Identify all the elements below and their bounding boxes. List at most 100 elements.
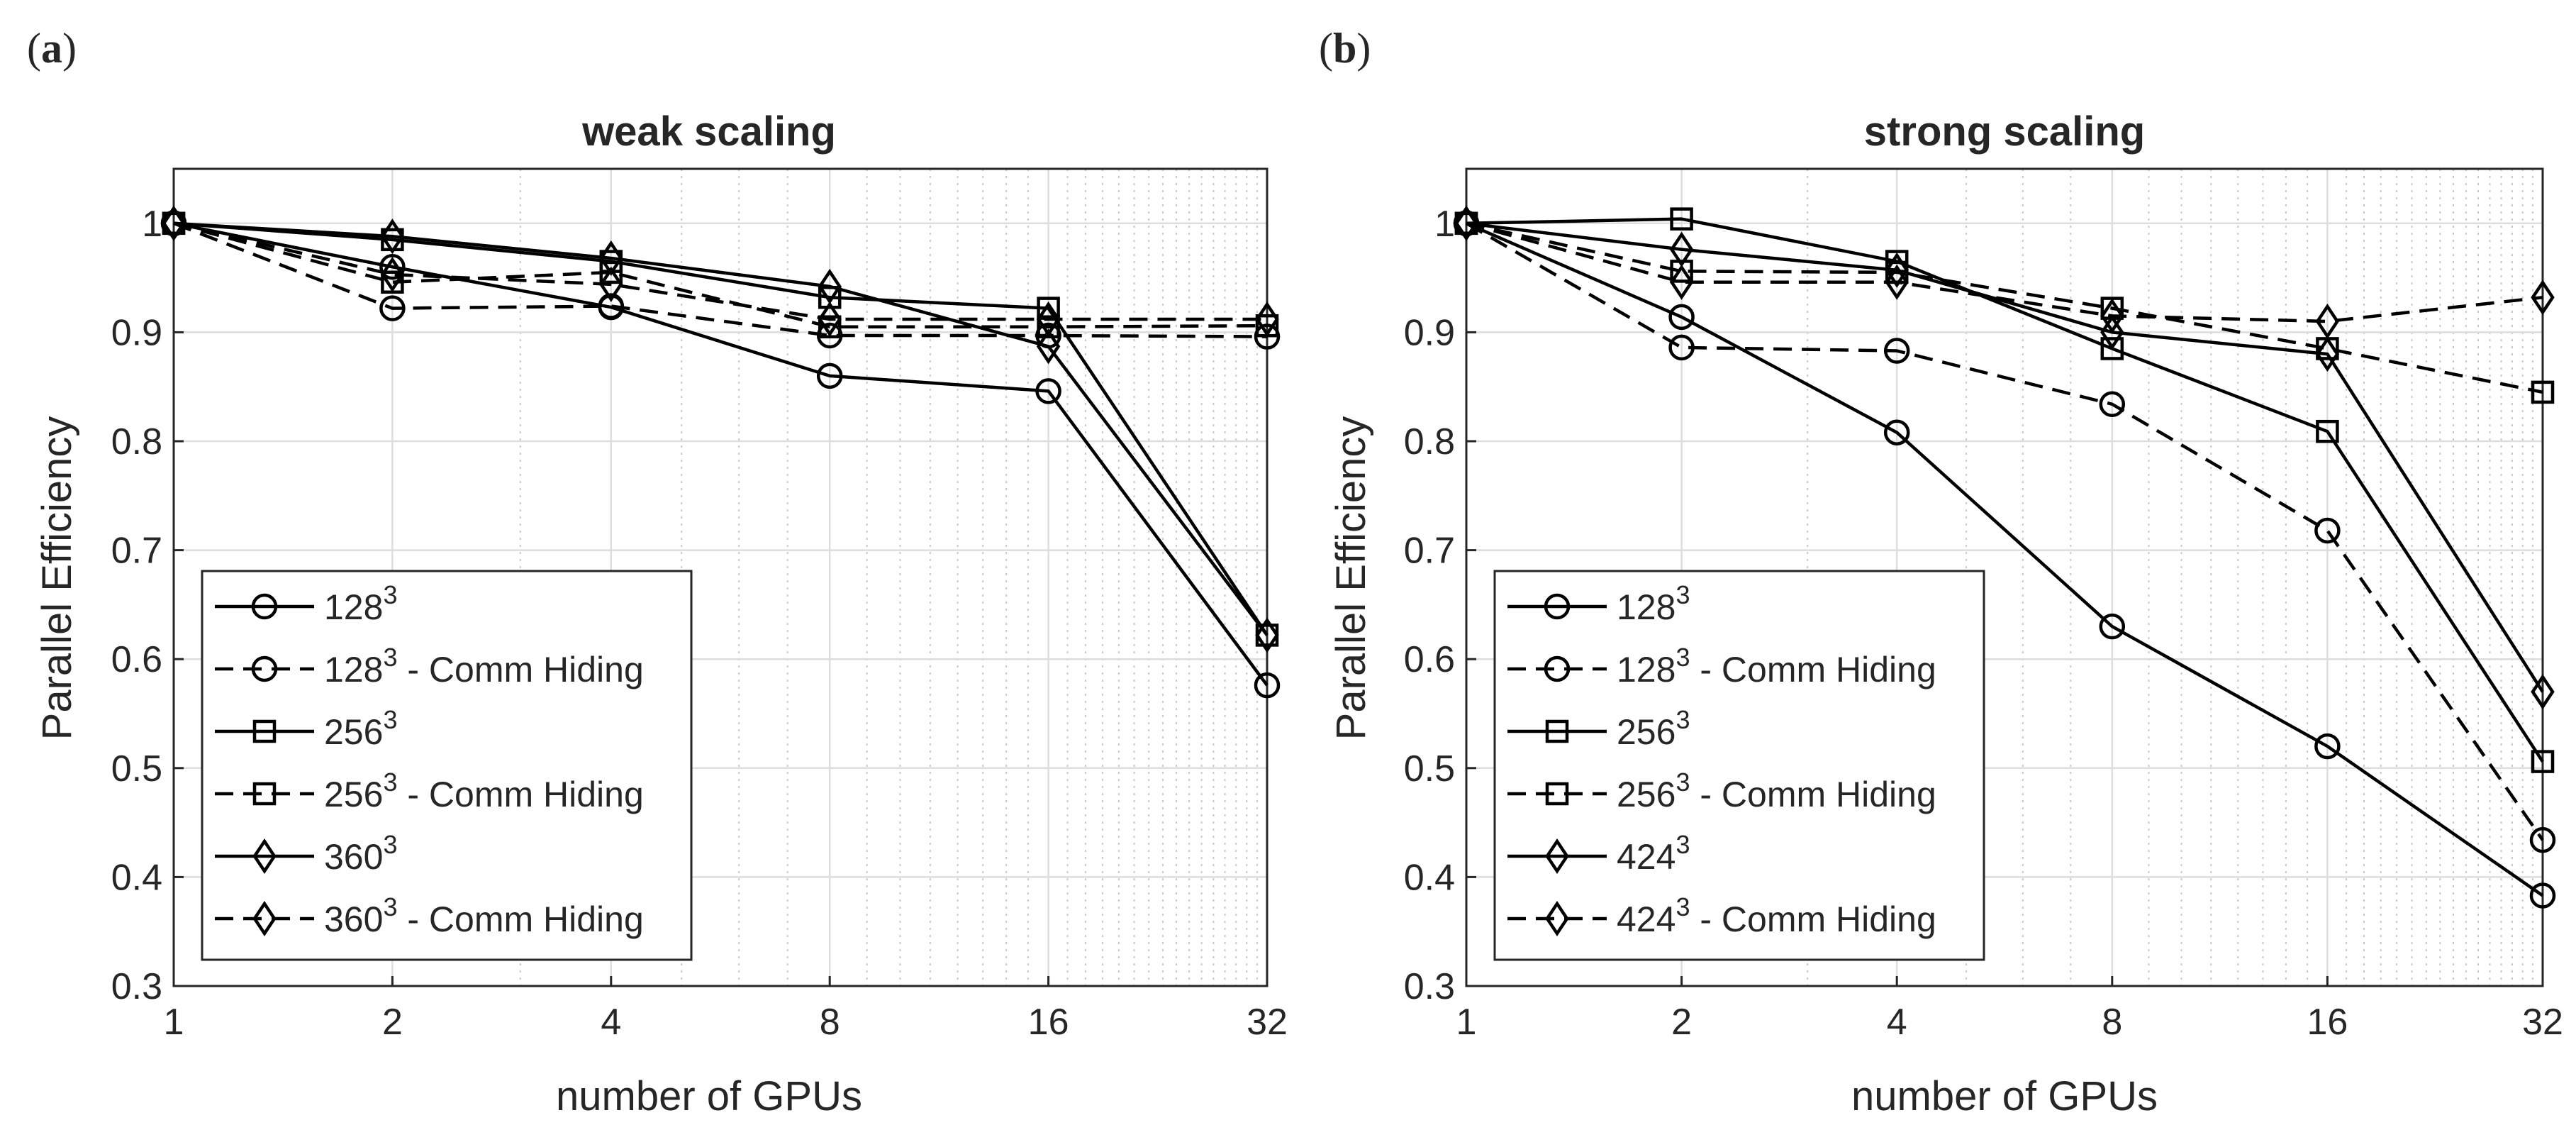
data-point: [1036, 301, 1061, 338]
legend-entry: 2563: [215, 705, 397, 752]
data-point: [1454, 205, 1478, 241]
legend: 1283 1283 - Comm Hiding 2563 2563 - Comm Hi…: [201, 570, 693, 961]
data-point: [2099, 391, 2126, 418]
x-tick-label: 4: [601, 1002, 621, 1043]
strong-scaling-chart: strong scaling number of GPUs Parallel E…: [1328, 109, 2563, 1119]
y-tick-label: 0.7: [1404, 531, 1455, 572]
legend-label: 1283: [324, 580, 397, 627]
series-line: [1465, 221, 2544, 841]
data-point: [2531, 380, 2555, 404]
legend-entry: 1283 - Comm Hiding: [1507, 643, 1936, 689]
legend-entry: 1283 - Comm Hiding: [215, 643, 644, 689]
legend-label: 1283 - Comm Hiding: [324, 643, 644, 689]
y-tick-label: 0.9: [111, 312, 162, 353]
legend-marker: [252, 782, 277, 806]
legend-entry: 2563 - Comm Hiding: [1507, 768, 1936, 814]
data-point: [1669, 264, 1694, 300]
series-line: [1466, 217, 2544, 763]
series-360-comm-hiding: [162, 205, 1279, 338]
legend-box: [201, 570, 693, 961]
data-point: [2531, 750, 2555, 773]
y-tick-label: 0.6: [1404, 639, 1455, 680]
series-line: [173, 221, 1268, 328]
legend: 1283 1283 - Comm Hiding 2563 2563 - Comm Hi…: [1493, 570, 1985, 961]
panel-label-a: (a): [27, 25, 77, 72]
series-424-comm-hiding: [1454, 205, 2555, 340]
data-point: [598, 293, 625, 319]
data-point: [1885, 264, 1909, 300]
legend-entry: 2563 - Comm Hiding: [215, 768, 644, 814]
data-point: [1670, 207, 1693, 231]
legend-label: 3603: [324, 830, 397, 877]
y-tick-label: 0.7: [111, 531, 162, 572]
legend-entry: 1283: [215, 580, 397, 627]
y-tick-label: 0.5: [1404, 748, 1455, 790]
data-point: [162, 205, 186, 241]
data-point: [1668, 304, 1695, 331]
legend-label: 2563: [324, 705, 397, 752]
legend-entry: 3603: [215, 830, 397, 877]
legend-marker: [251, 655, 278, 682]
data-point: [2099, 613, 2126, 640]
data-point: [2529, 882, 2556, 909]
legend-entry: 4243 - Comm Hiding: [1507, 892, 1936, 939]
y-tick-label: 0.5: [111, 748, 162, 790]
legend-marker: [1545, 719, 1569, 743]
series-line: [173, 221, 1269, 636]
data-point: [2314, 733, 2341, 760]
x-axis-label: number of GPUs: [1851, 1073, 2158, 1119]
legend-entry: 1283: [1507, 580, 1690, 627]
data-point: [1255, 617, 1279, 653]
data-point: [2531, 279, 2555, 316]
y-tick-label: 0.3: [111, 966, 162, 1007]
legend-marker: [252, 719, 277, 743]
data-point: [2531, 674, 2555, 710]
weak-scaling-chart: weak scaling number of GPUs Parallel Eff…: [34, 109, 1288, 1119]
data-point: [816, 362, 843, 389]
series-line: [1466, 221, 2544, 897]
axes-frame: [172, 167, 1269, 987]
series-line: [173, 221, 1269, 636]
panel-label-b: (b): [1319, 25, 1371, 72]
data-point: [599, 266, 623, 302]
legend-marker: [1544, 655, 1571, 682]
data-point: [2315, 336, 2340, 372]
data-point: [2316, 419, 2339, 443]
x-tick-label: 2: [1671, 1002, 1692, 1043]
legend-label: 1283 - Comm Hiding: [1617, 643, 1936, 689]
series-line: [1466, 221, 2543, 323]
data-point: [2314, 517, 2341, 544]
x-tick-label: 8: [820, 1002, 840, 1043]
plot-area: 1 2 4 8 16 32 0.3 0.4 0.5 0.6 0.7 0.8 0.9 1 1283 1283 -…: [1404, 167, 2563, 1043]
x-tick-label: 8: [2102, 1002, 2122, 1043]
x-tick-label: 16: [1028, 1002, 1069, 1043]
chart-title: weak scaling: [581, 109, 836, 155]
legend-label: 4243: [1617, 830, 1690, 877]
data-point: [1035, 378, 1061, 404]
data-point: [599, 260, 623, 284]
series-line: [173, 221, 1267, 321]
legend-marker: [1544, 593, 1571, 620]
y-axis-label: Parallel Efficiency: [1328, 416, 1374, 741]
data-point: [599, 240, 623, 277]
legend-entry: 2563: [1507, 705, 1690, 752]
data-point: [380, 256, 405, 293]
y-tick-label: 0.4: [111, 857, 162, 898]
x-tick-label: 1: [1456, 1002, 1477, 1043]
legend-label: 2563: [1617, 705, 1690, 752]
data-point: [818, 268, 842, 304]
legend-entry: 3603 - Comm Hiding: [215, 892, 644, 939]
legend-marker: [1545, 782, 1569, 806]
y-tick-label: 0.8: [1404, 421, 1455, 462]
legend-marker: [252, 838, 277, 875]
data-point: [1669, 231, 1694, 267]
data-point: [1036, 328, 1061, 365]
data-point: [2315, 303, 2340, 340]
legend-label: 2563 - Comm Hiding: [324, 768, 644, 814]
y-tick-label: 1: [142, 204, 162, 245]
data-point: [379, 253, 406, 280]
data-point: [1254, 672, 1281, 699]
legend-label: 4243 - Comm Hiding: [1617, 892, 1936, 939]
legend-marker: [251, 593, 278, 620]
data-point: [2100, 337, 2124, 360]
